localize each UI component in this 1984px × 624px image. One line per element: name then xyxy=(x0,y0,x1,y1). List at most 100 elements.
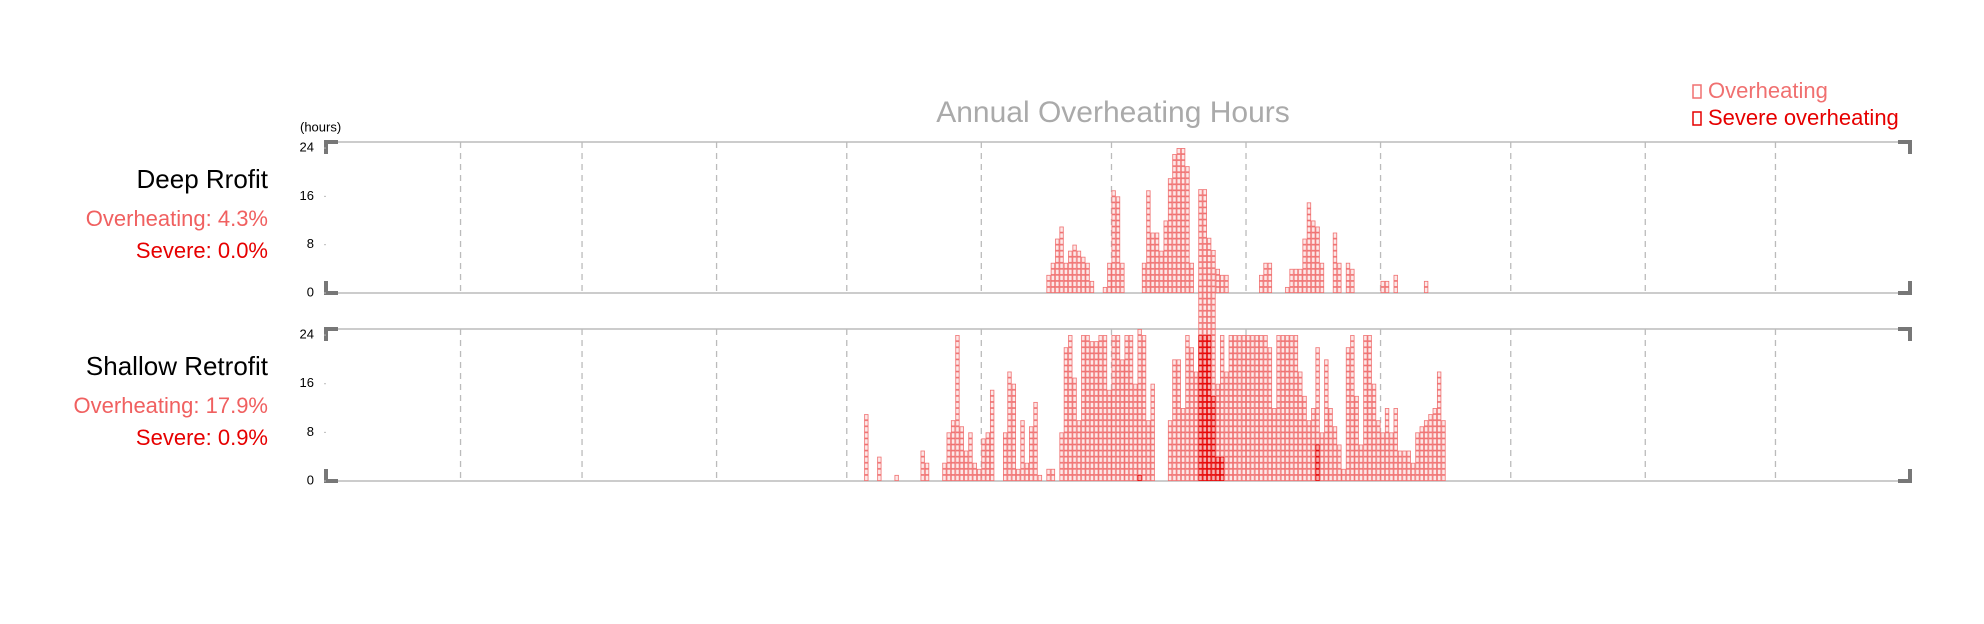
bar-segment xyxy=(1298,371,1303,481)
bar-segment xyxy=(1002,432,1008,481)
bar-segment xyxy=(946,432,951,481)
corner-bracket xyxy=(324,281,338,295)
bar-segment xyxy=(981,438,986,481)
chart-title: Annual Overheating Hours xyxy=(936,96,1290,129)
bar-segment xyxy=(894,474,899,481)
bar-segment xyxy=(1211,395,1216,481)
bar-segment xyxy=(1115,196,1121,293)
bar-segment xyxy=(1402,450,1407,481)
bar-segment xyxy=(1380,280,1385,293)
panel-stat: Severe: 0.0% xyxy=(136,238,268,263)
bar-segment xyxy=(1272,408,1277,481)
bar-segment xyxy=(972,462,977,481)
bar-segment xyxy=(1098,335,1103,481)
bar-segment xyxy=(1076,250,1082,293)
bar-segment xyxy=(1111,335,1116,481)
bar-segment xyxy=(1389,432,1394,481)
bar-segment xyxy=(1263,335,1268,481)
bar-segment xyxy=(1037,474,1043,481)
bar-segment xyxy=(1137,329,1142,475)
bar-segment xyxy=(1224,371,1229,481)
bar-segment xyxy=(1154,232,1160,293)
bar-segment xyxy=(1063,347,1069,481)
bar-segment xyxy=(1423,280,1429,293)
bar-segment xyxy=(1219,335,1225,457)
bar-segment xyxy=(1211,249,1216,396)
bar-segment xyxy=(1319,432,1325,481)
bar-segment xyxy=(924,462,930,481)
bar-segment xyxy=(1059,226,1064,293)
panel-stat: Overheating: 4.3% xyxy=(86,206,268,231)
bar-segment xyxy=(1293,335,1299,481)
bar-segment xyxy=(1055,238,1060,293)
bar-segment xyxy=(976,468,982,481)
bar-segment xyxy=(1285,335,1290,481)
bar-segment xyxy=(1306,202,1312,293)
legend-label: Severe overheating xyxy=(1708,105,1899,130)
bar-segment xyxy=(1185,166,1190,293)
bar-segment xyxy=(1410,462,1416,481)
bar-segment xyxy=(1089,280,1095,293)
bar-segment xyxy=(1293,268,1299,293)
bar-segment xyxy=(1193,371,1199,481)
bar-segment xyxy=(1016,468,1021,481)
bar-segment xyxy=(1180,148,1186,293)
panel-stat: Severe: 0.9% xyxy=(136,425,268,450)
corner-bracket xyxy=(324,469,338,483)
bar-segment xyxy=(1345,262,1351,293)
bar-segment xyxy=(1311,408,1316,481)
bar-segment xyxy=(989,389,995,481)
bar-segment xyxy=(1219,456,1225,481)
bar-segment xyxy=(1176,359,1181,481)
bar-segment xyxy=(1167,420,1173,481)
bar-segment xyxy=(1176,148,1181,293)
bar-segment xyxy=(1354,395,1359,481)
bar-segment xyxy=(1215,268,1220,293)
bar-segment xyxy=(1141,335,1147,481)
bar-segment xyxy=(1020,420,1025,481)
bar-segment xyxy=(1324,359,1329,481)
bar-segment xyxy=(1259,274,1264,293)
bar-segment xyxy=(1085,262,1090,293)
bar-segment xyxy=(1137,474,1142,481)
bar-segment xyxy=(985,432,990,481)
bar-segment xyxy=(1150,232,1155,293)
bar-segment xyxy=(1228,335,1234,481)
bar-segment xyxy=(1159,250,1164,293)
bar-segment xyxy=(1302,238,1307,293)
bar-segment xyxy=(1120,262,1125,293)
bar-segment xyxy=(1428,414,1433,481)
bar-segment xyxy=(1397,450,1403,481)
bar-segment xyxy=(1189,262,1194,293)
bar-segment xyxy=(1033,401,1038,481)
y-tick-label: 24 xyxy=(300,327,314,342)
bar-segment xyxy=(1358,444,1364,481)
bar-segment xyxy=(959,426,964,481)
bar-segment xyxy=(1267,262,1273,293)
bar-segment xyxy=(1050,262,1056,293)
bar-segment xyxy=(1276,335,1281,481)
bar-segment xyxy=(1081,335,1086,481)
bar-segment xyxy=(1376,420,1381,481)
y-tick-label: 0 xyxy=(307,472,314,487)
bar-segment xyxy=(1024,462,1030,481)
bar-segment xyxy=(1337,444,1342,481)
bar-segment xyxy=(1246,335,1251,481)
bar-segment xyxy=(1285,286,1290,293)
bar-segment xyxy=(1150,383,1155,481)
bar-segment xyxy=(1046,274,1051,293)
bar-segment xyxy=(1068,250,1073,293)
bar-segment xyxy=(1241,335,1247,481)
bar-segment xyxy=(1081,256,1086,293)
bar-segment xyxy=(1441,420,1446,481)
bar-segment xyxy=(1289,268,1294,293)
corner-bracket xyxy=(324,140,338,154)
bar-segment xyxy=(1367,335,1372,481)
bar-segment xyxy=(950,420,956,481)
bar-segment xyxy=(1263,262,1268,293)
bar-segment xyxy=(1419,426,1424,481)
bar-segment xyxy=(1189,347,1194,481)
bar-segment xyxy=(1328,408,1333,481)
